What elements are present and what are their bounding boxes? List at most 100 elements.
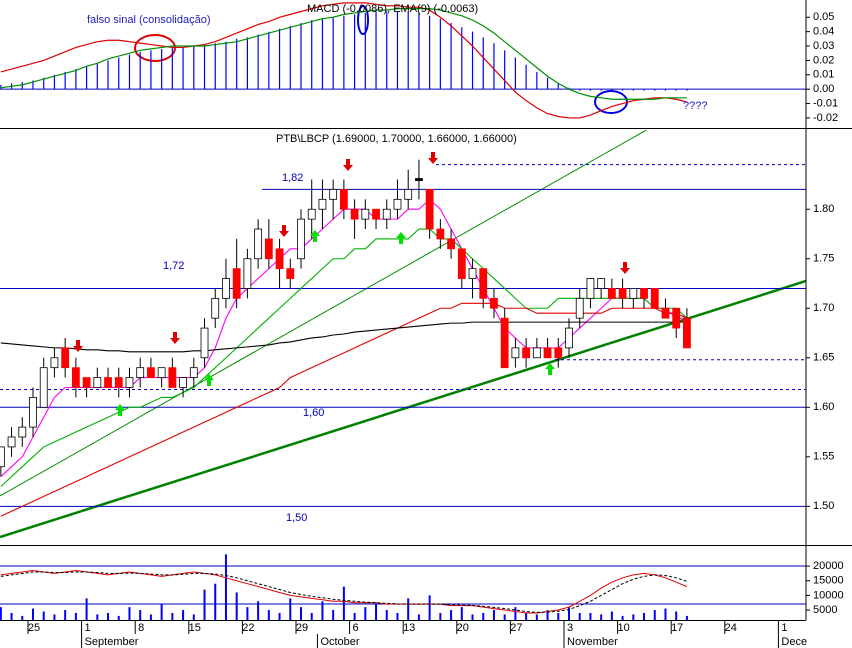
volume-bar: [21, 615, 24, 620]
candle-body: [222, 278, 230, 299]
volume-bar: [664, 608, 667, 620]
x-tick-label: 1: [781, 622, 787, 634]
volume-bar: [128, 607, 131, 620]
volume-bar: [364, 607, 367, 620]
candle-body: [0, 446, 5, 468]
candle-body: [650, 288, 659, 309]
signal-arrow: [204, 374, 214, 386]
volume-bar: [375, 604, 378, 620]
volume-bar: [439, 612, 442, 620]
candle-body: [329, 189, 338, 200]
x-tick-label: 13: [403, 622, 415, 634]
y-tick-label: 0.05: [813, 11, 834, 23]
volume-bar: [471, 614, 474, 620]
candle-body: [511, 347, 520, 359]
candle-body: [575, 297, 584, 319]
signal-arrow: [343, 159, 353, 171]
candle-body: [607, 288, 616, 299]
candle-body: [189, 367, 198, 378]
candle-body: [532, 347, 541, 359]
volume-bar: [332, 610, 335, 620]
candle-body: [447, 238, 455, 250]
candle-body: [71, 367, 80, 388]
volume-bar: [257, 601, 260, 620]
price-level-label: 1,82: [282, 172, 303, 184]
y-tick-label: 1.60: [813, 401, 834, 413]
x-tick-label: 24: [725, 622, 737, 634]
y-tick-label: 1.50: [813, 500, 834, 512]
candle-body: [232, 268, 241, 299]
month-label: Dece: [781, 636, 807, 648]
x-tick-label: 8: [138, 622, 144, 634]
candle-body: [393, 198, 402, 210]
candle-body: [565, 327, 573, 349]
candle-body: [179, 377, 187, 388]
indicator-line: [0, 569, 688, 614]
volume-bar: [53, 614, 56, 620]
candle-body: [500, 317, 509, 369]
annotation: ????: [683, 100, 707, 112]
y-tick-label: 1.55: [813, 451, 834, 463]
candle-body: [307, 208, 316, 220]
month-label: October: [320, 636, 359, 648]
candle-body: [436, 228, 445, 240]
x-tick-label: 3: [567, 622, 573, 634]
volume-bar: [460, 607, 463, 620]
volume-bar: [610, 611, 613, 620]
volume-bar: [74, 612, 77, 620]
signal-arrow: [396, 232, 406, 244]
volume-bar: [171, 612, 174, 620]
x-tick-label: 20: [457, 622, 469, 634]
candle-body: [618, 288, 627, 299]
volume-bar: [85, 598, 88, 620]
candle-body: [114, 377, 123, 388]
candle-body: [157, 367, 166, 378]
volume-bar: [482, 612, 485, 620]
volume-bar: [557, 612, 560, 620]
candle-body: [683, 317, 691, 349]
labels: MACD (-0.0086), EMA(9) (-0.0063) falso s…: [87, 3, 707, 145]
signal-arrow: [115, 404, 125, 416]
price-level-label: 1,60: [303, 407, 324, 419]
volume-bar: [450, 610, 453, 620]
annotation: falso sinal (consolidação): [87, 14, 211, 26]
volume-bar: [568, 607, 570, 620]
price-level-label: 1,72: [163, 260, 184, 272]
macd-title: MACD (-0.0086), EMA(9) (-0.0063): [307, 3, 478, 15]
candle-body: [490, 297, 498, 309]
signal-arrow: [428, 152, 438, 164]
y-tick-label: 1.70: [813, 302, 834, 314]
highlight-ellipse: [357, 5, 369, 35]
trend-line: [0, 279, 806, 539]
candle-body: [7, 436, 16, 448]
volume-bar: [589, 612, 592, 620]
x-tick-label: 22: [242, 622, 254, 634]
x-tick-label: 17: [671, 622, 683, 634]
signal-arrow: [73, 340, 83, 352]
y-tick-label: 0.00: [813, 83, 834, 95]
volume-bar: [525, 612, 528, 620]
candle-body: [275, 248, 284, 270]
candle-body: [297, 218, 305, 260]
volume-bar: [278, 612, 281, 620]
candle-body: [372, 208, 380, 220]
candle-body: [125, 377, 134, 388]
volume-bar: [396, 612, 399, 620]
volume-panel: [0, 554, 806, 620]
y-tick-label: 0.04: [813, 26, 834, 38]
volume-bar: [0, 607, 2, 620]
candle-body: [361, 208, 370, 220]
volume-bar: [514, 607, 517, 620]
candle-body: [29, 396, 37, 428]
candle-body: [211, 297, 220, 319]
signal-arrow: [620, 262, 630, 274]
candle-body: [104, 377, 112, 388]
volume-bar: [417, 614, 420, 620]
candle-body: [457, 248, 466, 279]
volume-bar: [492, 610, 495, 620]
volume-bar: [192, 614, 195, 620]
x-tick-label: 10: [617, 622, 629, 634]
x-tick-label: 29: [296, 622, 308, 634]
